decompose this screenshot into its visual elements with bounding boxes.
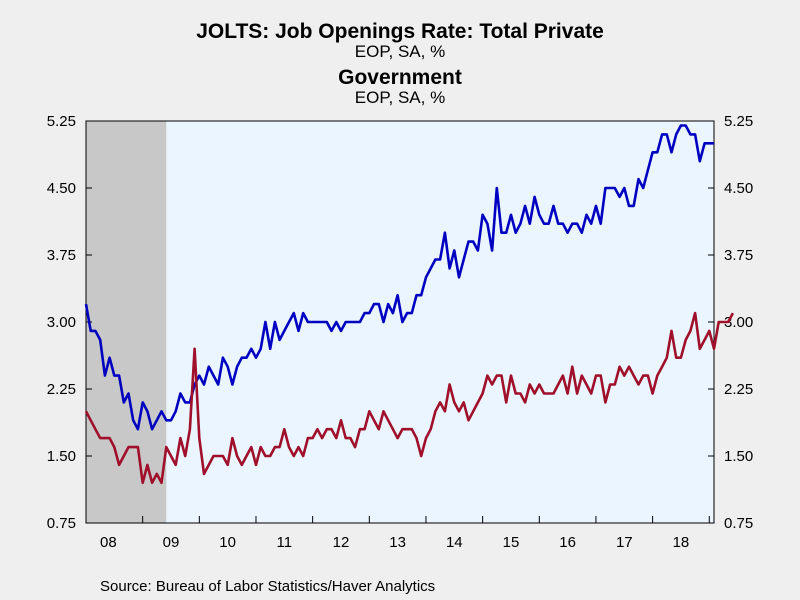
y-tick-label-left: 2.25 bbox=[47, 381, 76, 398]
y-tick-label-left: 5.25 bbox=[47, 113, 76, 130]
y-tick-label-left: 0.75 bbox=[47, 515, 76, 532]
chart-subtitle-government: EOP, SA, % bbox=[354, 88, 446, 107]
y-tick-label-left: 3.75 bbox=[47, 247, 76, 264]
y-tick-label-right: 1.50 bbox=[724, 448, 753, 465]
x-tick-label: 13 bbox=[389, 534, 406, 551]
chart-title-private: JOLTS: Job Openings Rate: Total Private bbox=[196, 20, 604, 43]
x-tick-label: 14 bbox=[446, 534, 463, 551]
x-tick-label: 17 bbox=[616, 534, 633, 551]
chart-title-government: Government bbox=[338, 66, 462, 89]
x-tick-label: 18 bbox=[673, 534, 690, 551]
x-tick-label: 11 bbox=[277, 534, 293, 551]
recession-shading bbox=[86, 121, 167, 523]
x-tick-label: 08 bbox=[100, 534, 117, 551]
x-tick-label: 12 bbox=[333, 534, 350, 551]
y-tick-label-left: 3.00 bbox=[47, 314, 76, 331]
x-tick-label: 16 bbox=[559, 534, 576, 551]
plot-area bbox=[86, 121, 714, 523]
y-tick-label-right: 5.25 bbox=[724, 113, 753, 130]
y-tick-label-right: 3.75 bbox=[724, 247, 753, 264]
y-tick-label-left: 1.50 bbox=[47, 448, 76, 465]
y-tick-label-right: 2.25 bbox=[724, 381, 753, 398]
y-tick-label-right: 4.50 bbox=[724, 180, 753, 197]
x-tick-label: 15 bbox=[503, 534, 520, 551]
chart-subtitle-private: EOP, SA, % bbox=[354, 42, 446, 61]
y-tick-label-left: 4.50 bbox=[47, 180, 76, 197]
source-note: Source: Bureau of Labor Statistics/Haver… bbox=[100, 578, 436, 595]
series-government-line bbox=[84, 311, 735, 485]
x-tick-label: 09 bbox=[163, 534, 180, 551]
x-tick-label: 10 bbox=[219, 534, 236, 551]
y-tick-label-right: 0.75 bbox=[724, 515, 753, 532]
